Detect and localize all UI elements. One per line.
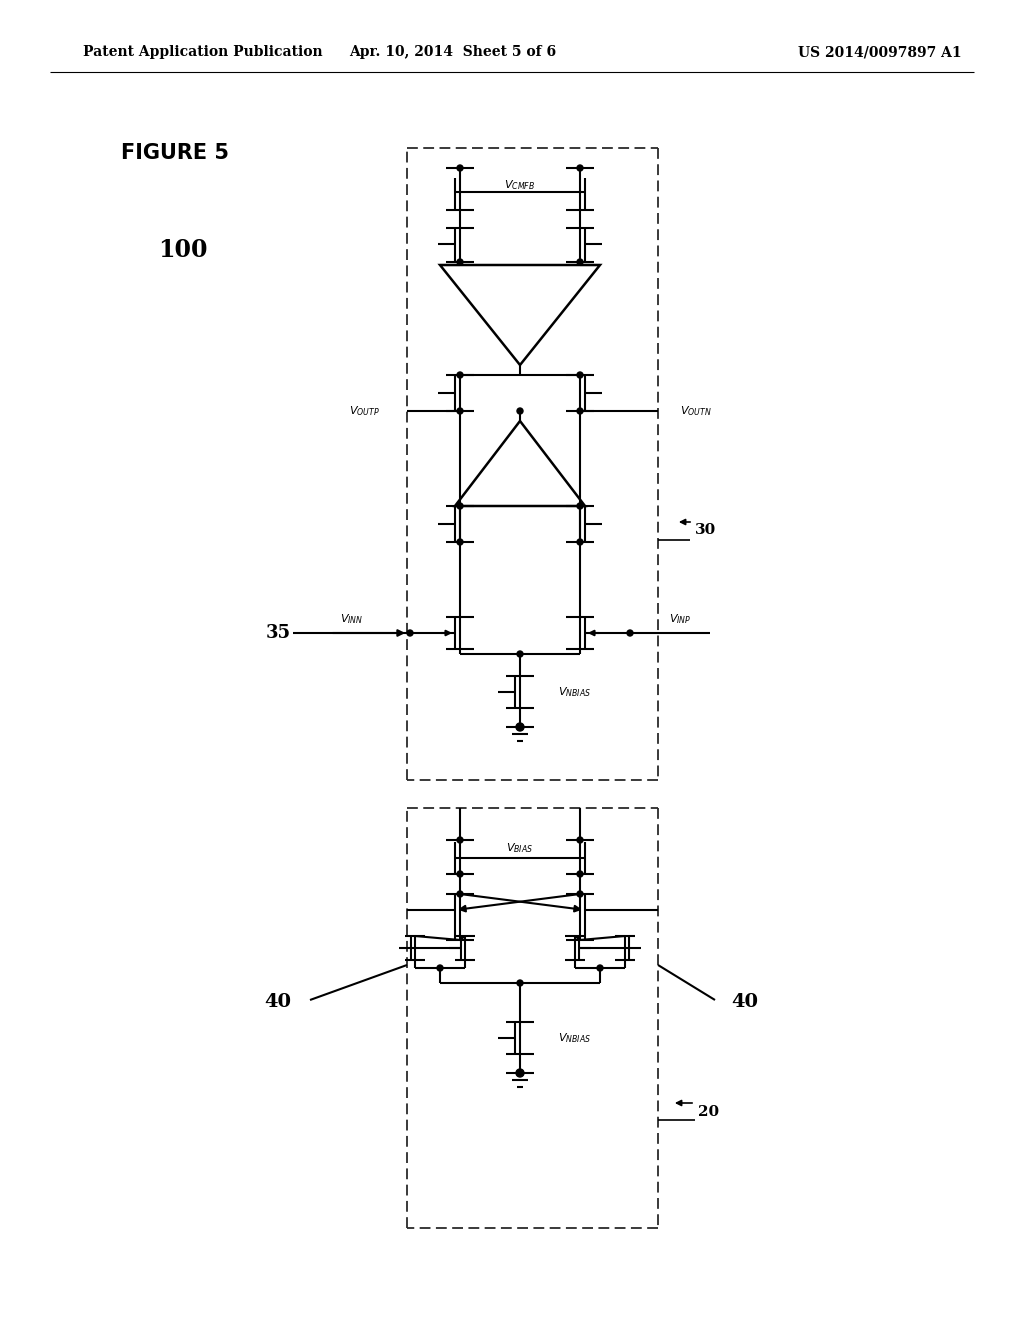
Circle shape [577, 503, 583, 510]
Circle shape [577, 837, 583, 843]
Text: FIGURE 5: FIGURE 5 [121, 143, 229, 162]
Circle shape [437, 965, 443, 972]
Text: Apr. 10, 2014  Sheet 5 of 6: Apr. 10, 2014 Sheet 5 of 6 [349, 45, 557, 59]
Circle shape [457, 259, 463, 265]
Circle shape [516, 723, 524, 731]
Text: $V_{CMFB}$: $V_{CMFB}$ [505, 178, 536, 191]
Text: $V_{INN}$: $V_{INN}$ [340, 612, 364, 626]
Text: 35: 35 [265, 624, 291, 642]
Circle shape [457, 372, 463, 378]
Circle shape [457, 408, 463, 414]
Circle shape [457, 871, 463, 876]
Text: $V_{NBIAS}$: $V_{NBIAS}$ [558, 685, 591, 698]
Circle shape [597, 965, 603, 972]
Circle shape [627, 630, 633, 636]
Text: 30: 30 [695, 523, 716, 537]
Text: $V_{NBIAS}$: $V_{NBIAS}$ [558, 1031, 591, 1045]
Circle shape [577, 165, 583, 172]
Text: 40: 40 [264, 993, 292, 1011]
Circle shape [577, 871, 583, 876]
Circle shape [517, 979, 523, 986]
Text: 20: 20 [698, 1105, 719, 1119]
Text: $V_{OUTN}$: $V_{OUTN}$ [680, 404, 712, 418]
Circle shape [517, 408, 523, 414]
Circle shape [577, 259, 583, 265]
Circle shape [577, 891, 583, 898]
Text: $V_{BIAS}$: $V_{BIAS}$ [507, 841, 534, 855]
Circle shape [577, 408, 583, 414]
Circle shape [516, 1069, 524, 1077]
Text: 100: 100 [159, 238, 208, 261]
Circle shape [517, 651, 523, 657]
Circle shape [457, 503, 463, 510]
Circle shape [407, 630, 413, 636]
Circle shape [577, 372, 583, 378]
Text: Patent Application Publication: Patent Application Publication [83, 45, 323, 59]
Text: $V_{INP}$: $V_{INP}$ [669, 612, 691, 626]
Text: US 2014/0097897 A1: US 2014/0097897 A1 [798, 45, 962, 59]
Circle shape [457, 165, 463, 172]
Circle shape [457, 539, 463, 545]
Text: 40: 40 [731, 993, 759, 1011]
Circle shape [457, 891, 463, 898]
Circle shape [577, 539, 583, 545]
Text: $V_{OUTP}$: $V_{OUTP}$ [349, 404, 380, 418]
Circle shape [457, 837, 463, 843]
